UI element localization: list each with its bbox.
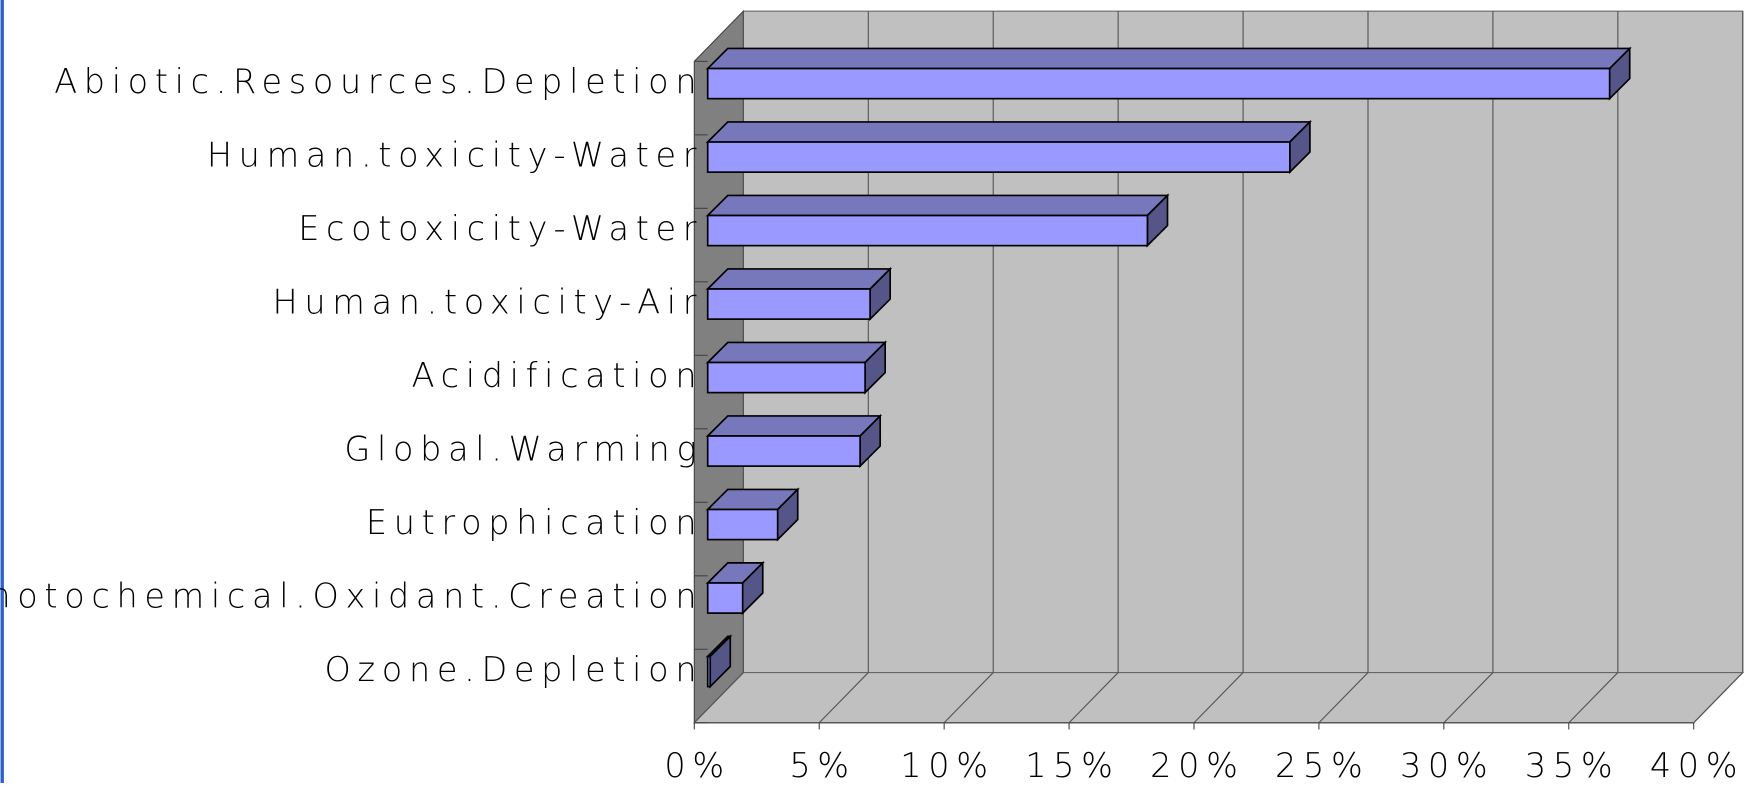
bar <box>706 288 871 320</box>
x-tick-label: 10% <box>900 746 994 783</box>
grid: 0% 5% 10% 15% 20% 25% 30% 35% 40% Abiotic.Resourc… <box>0 11 1744 785</box>
x-tick-label: 25% <box>1275 746 1369 783</box>
bar <box>706 214 1149 247</box>
floor-grid-line <box>1443 672 1494 724</box>
bar <box>706 655 712 688</box>
y-tick-label: Acidification <box>412 356 704 395</box>
y-tick-label: Human.toxicity-Air <box>273 283 704 322</box>
bars <box>705 46 1632 689</box>
x-tick-label: 5% <box>789 746 855 783</box>
floor-grid-line <box>1193 672 1244 724</box>
y-tick-label: Abiotic.Resources.Depletion <box>54 62 703 101</box>
bar <box>706 508 779 541</box>
bar-top <box>705 47 1632 70</box>
window-edge <box>0 0 4 783</box>
floor-grid-line <box>1068 672 1119 724</box>
bar-top <box>705 268 893 290</box>
bar-top <box>705 415 883 437</box>
x-tick-label: 20% <box>1150 746 1244 783</box>
x-tick-label: 30% <box>1400 746 1494 783</box>
bar <box>706 361 866 394</box>
floor-grid-line <box>1318 672 1369 724</box>
floor-grid-line <box>693 672 744 724</box>
bar-top <box>705 341 888 364</box>
x-tick-label: 35% <box>1525 746 1619 783</box>
bar-top <box>705 121 1312 143</box>
floor-grid-line <box>818 672 869 724</box>
x-tick-label: 15% <box>1025 746 1119 783</box>
bar <box>706 141 1291 173</box>
bar <box>706 435 861 467</box>
x-tick-label: 0% <box>664 746 730 783</box>
y-tick-label: Human.toxicity-Water <box>207 136 703 175</box>
bar-top <box>705 194 1170 217</box>
floor-grid-line <box>1693 672 1744 724</box>
floor-grid-line <box>1568 672 1619 724</box>
bar <box>706 582 744 614</box>
y-tick-label: Ozone.Depletion <box>325 650 704 689</box>
x-tick-label: 40% <box>1650 746 1744 783</box>
y-tick-label: Eutrophication <box>366 503 703 542</box>
y-tick-label: Ecotoxicity-Water <box>298 209 703 248</box>
y-tick-label: Photochemical.Oxidant.Creation <box>0 577 703 616</box>
floor-grid-line <box>943 672 994 724</box>
bar <box>706 67 1611 100</box>
y-tick-label: Global.Warming <box>344 430 703 469</box>
